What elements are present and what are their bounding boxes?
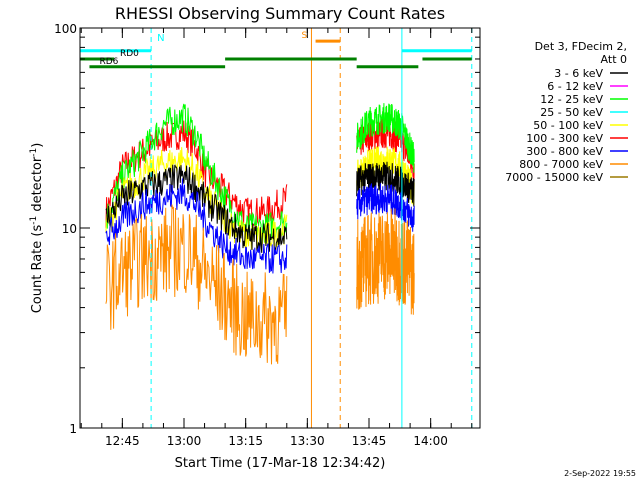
series-trace — [356, 208, 415, 315]
y-label-close: ) — [30, 143, 45, 148]
legend-entry-label: 3 - 6 keV — [554, 67, 603, 80]
series-trace — [105, 164, 288, 253]
legend-entry-label: 800 - 7000 keV — [519, 158, 603, 171]
y-label-sup2: -1 — [29, 148, 39, 157]
series-trace — [356, 183, 415, 232]
legend-entry-label: 12 - 25 keV — [540, 93, 603, 106]
y-axis-label: Count Rate (s-1 detector-1) — [29, 143, 45, 314]
state-bar-label: S — [302, 31, 308, 41]
legend-entry-label: 300 - 800 keV — [526, 145, 603, 158]
x-tick-label: 14:00 — [413, 434, 448, 448]
legend-header: Det 3, FDecim 2, — [535, 40, 627, 53]
legend-entry-label: 50 - 100 keV — [533, 119, 603, 132]
series-trace — [356, 103, 415, 173]
x-tick-label: 13:15 — [228, 434, 263, 448]
chart-title: RHESSI Observing Summary Count Rates — [115, 4, 445, 23]
x-tick-label: 13:45 — [352, 434, 387, 448]
legend-entry-label: 25 - 50 keV — [540, 106, 603, 119]
state-bar-label: RD6 — [99, 57, 118, 67]
axis-layer: 1 10 100 12:45 13:00 13:15 13:30 13:45 14:00 — [54, 22, 480, 448]
series-800-7000-kev — [105, 204, 415, 365]
legend-entry-label: 6 - 12 keV — [547, 80, 603, 93]
y-tick-label: 100 — [54, 22, 77, 36]
state-bar-label: RD0 — [120, 49, 139, 59]
series-trace — [105, 178, 288, 274]
y-label-tail: detector — [30, 156, 45, 216]
legend-entry-label: 100 - 300 keV — [526, 132, 603, 145]
legend-entry-label: 7000 - 15000 keV — [505, 171, 603, 184]
x-tick-label: 13:30 — [290, 434, 325, 448]
marker-label: N — [157, 33, 164, 44]
series-trace — [356, 161, 415, 207]
legend-header: Att 0 — [601, 53, 627, 66]
series-300-800-kev — [105, 178, 415, 274]
series-trace — [105, 204, 288, 365]
timestamp: 2-Sep-2022 19:55 — [564, 469, 636, 478]
series-3-6-kev — [105, 161, 415, 253]
y-label-main: Count Rate (s — [30, 225, 45, 314]
y-label-sup: -1 — [29, 216, 39, 225]
series-trace — [105, 120, 288, 228]
data-layer — [105, 103, 415, 365]
x-axis-label: Start Time (17-Mar-18 12:34:42) — [175, 456, 386, 471]
x-tick-label: 12:45 — [105, 434, 140, 448]
y-tick-label: 10 — [62, 222, 77, 236]
y-tick-label: 1 — [69, 422, 77, 436]
x-tick-label: 13:00 — [167, 434, 202, 448]
